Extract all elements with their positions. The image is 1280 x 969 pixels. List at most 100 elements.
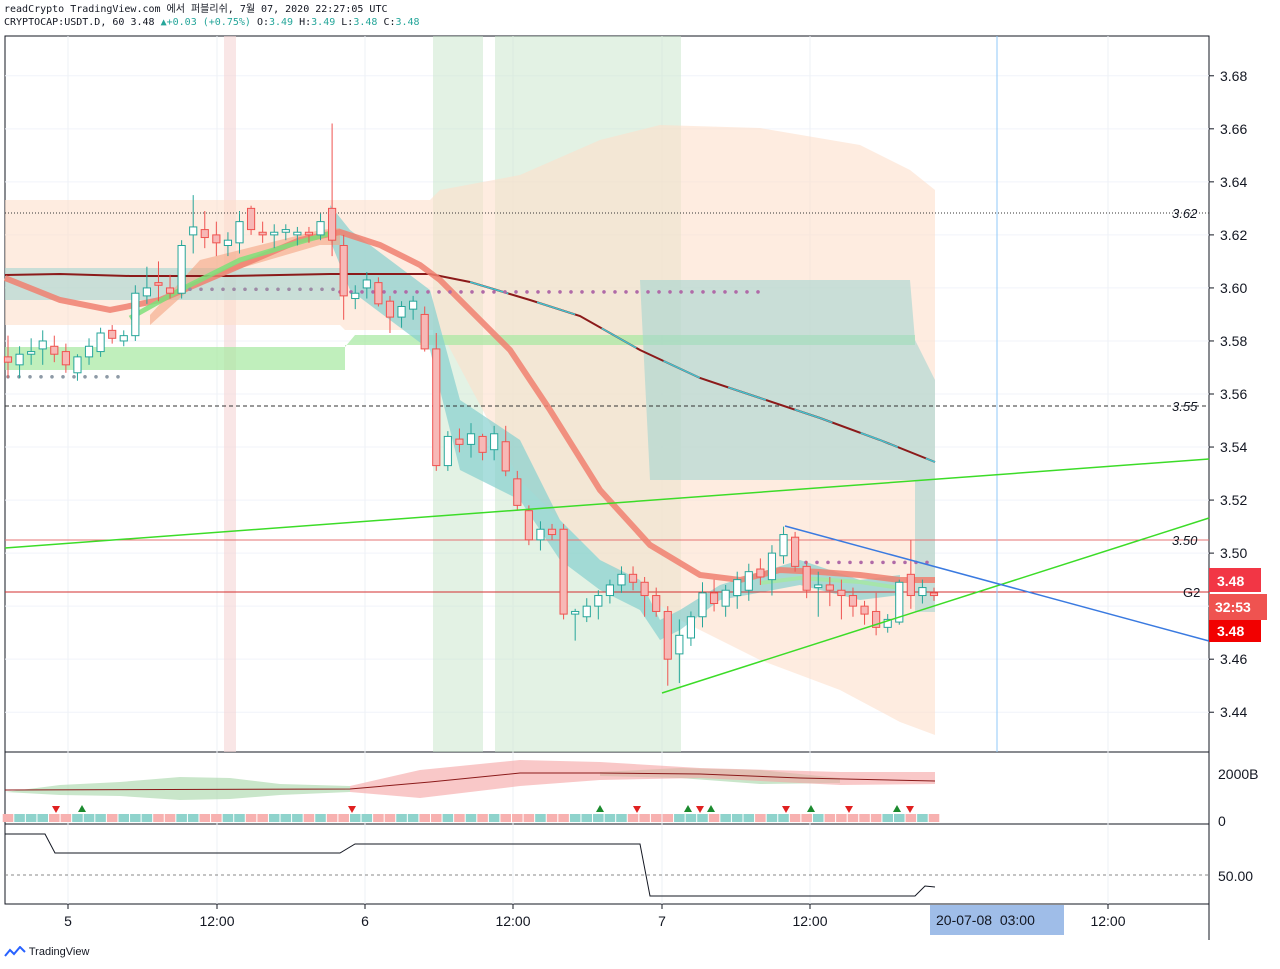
volume-bar (222, 814, 234, 822)
volume-bar (245, 814, 257, 822)
volume-bar (720, 814, 731, 822)
candle-body (200, 229, 209, 239)
level-label-350: 3.50 (1172, 533, 1198, 548)
candle-body (929, 592, 939, 597)
countdown-value: 32:53 (1215, 599, 1251, 615)
level-dot (28, 374, 32, 379)
sell-signal-icon (782, 806, 790, 813)
volume-bar (893, 814, 905, 822)
volume-bar (419, 814, 430, 822)
level-dot (591, 290, 595, 294)
footer-brand[interactable]: TradingView (4, 946, 89, 958)
candle-body (895, 581, 904, 623)
volume-bar (905, 814, 917, 822)
level-dot (837, 560, 841, 565)
volume-bar (546, 814, 558, 822)
volume-bar (465, 814, 477, 822)
candle-body (733, 579, 742, 597)
buy-signal-icon (707, 805, 715, 812)
volume-cloud-red (350, 760, 935, 798)
level-dot (298, 287, 302, 292)
volume-bar (859, 814, 870, 822)
volume-bar (812, 814, 824, 822)
trendline-green-lower[interactable] (661, 517, 1210, 694)
candles (3, 123, 939, 686)
volume-bar (106, 814, 118, 822)
level-dot (254, 287, 258, 292)
candle-body (571, 610, 580, 615)
level-dot (360, 290, 364, 294)
candle-body (246, 207, 256, 231)
level-dot (481, 290, 485, 294)
volume-bar (847, 814, 859, 822)
volume-bar (234, 814, 245, 822)
sell-signal-icon (633, 806, 641, 813)
price-tick-label: 3.46 (1220, 651, 1247, 667)
level-dot (448, 290, 452, 294)
candle-body (721, 589, 730, 607)
candle-body (281, 229, 290, 233)
level-dot (265, 287, 269, 292)
volume-bar (442, 814, 454, 822)
sell-signal-icon (906, 806, 914, 813)
oscillator-line (5, 833, 936, 897)
price-axis[interactable]: 3.68 3.66 3.64 3.62 3.60 3.58 3.56 3.54 3.52 3.50… (1209, 68, 1247, 720)
level-dot (925, 560, 929, 565)
ma-mid-line (128, 229, 336, 321)
candle-body (316, 221, 325, 236)
level-dot (116, 374, 120, 379)
candle-body (501, 441, 510, 472)
orange-ribbon (150, 228, 340, 325)
candle-body (362, 279, 371, 289)
level-dot (859, 560, 863, 565)
trendline-green-upper[interactable] (4, 458, 1210, 549)
level-dot (437, 290, 441, 294)
time-axis[interactable]: 5 12:00 6 12:00 7 12:00 12:00 (64, 904, 1126, 929)
symbol-label[interactable]: CRYPTOCAP:USDT.D, 60 (4, 17, 125, 28)
candle-body (177, 244, 186, 294)
level-dot (679, 290, 683, 294)
candle-body (131, 292, 140, 337)
volume-bar (141, 814, 153, 822)
candle-body (744, 571, 753, 591)
candle-body (374, 282, 383, 305)
volume-bar (199, 814, 211, 822)
volume-bar (836, 814, 847, 822)
candle-body (756, 568, 765, 578)
volume-bar (882, 814, 893, 822)
candle-body (779, 534, 788, 557)
level-dot (320, 287, 324, 292)
volume-bar (2, 814, 14, 822)
oscillator-axis-tick: 50.00 (1218, 868, 1253, 884)
candle-body (84, 345, 94, 358)
volume-bar (14, 814, 25, 822)
level-dot (668, 290, 672, 294)
candle-body (709, 592, 719, 604)
candle-body (38, 340, 47, 350)
candle-body (814, 584, 823, 589)
volume-bar (743, 814, 755, 822)
candle-body (652, 595, 661, 612)
volume-bar (500, 814, 512, 822)
candle-body (189, 226, 198, 236)
volume-bar (697, 814, 708, 822)
level-dot (210, 287, 214, 292)
volume-bar (361, 814, 373, 822)
candle-body (547, 528, 557, 536)
trendline-blue[interactable] (784, 525, 1210, 642)
time-tick-label: 6 (361, 913, 369, 929)
volume-bar (488, 814, 500, 822)
time-tick-label: 12:00 (792, 913, 827, 929)
volume-bar (731, 814, 743, 822)
teal-cloud (5, 268, 935, 612)
candle-body (617, 573, 626, 586)
volume-bar (407, 814, 419, 822)
level-dot (243, 287, 247, 292)
level-dot (903, 560, 907, 565)
level-dot (690, 290, 694, 294)
candle-body (640, 581, 649, 597)
price-tick-label: 3.66 (1220, 121, 1247, 137)
volume-bar (801, 814, 812, 822)
volume-bar (778, 814, 789, 822)
